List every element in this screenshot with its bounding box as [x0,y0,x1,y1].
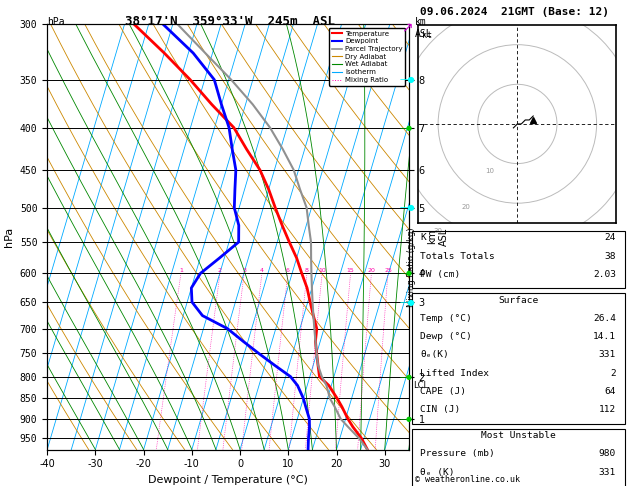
Text: —●: —● [400,124,413,131]
Text: θₑ(K): θₑ(K) [421,350,449,360]
Text: —●: —● [400,374,413,380]
Text: 10: 10 [485,169,494,174]
Text: 10: 10 [318,268,326,273]
Text: 09.06.2024  21GMT (Base: 12): 09.06.2024 21GMT (Base: 12) [420,7,609,17]
Text: 4: 4 [260,268,264,273]
Text: θₑ (K): θₑ (K) [421,468,455,477]
Text: 20: 20 [367,268,376,273]
Legend: Temperature, Dewpoint, Parcel Trajectory, Dry Adiabat, Wet Adiabat, Isotherm, Mi: Temperature, Dewpoint, Parcel Trajectory… [329,28,405,86]
Y-axis label: km
ASL: km ASL [428,228,449,246]
Text: km
ASL: km ASL [415,17,433,38]
Text: 2.03: 2.03 [593,270,616,279]
Text: LCL: LCL [413,381,428,390]
Text: PW (cm): PW (cm) [421,270,461,279]
Text: Temp (°C): Temp (°C) [421,314,472,323]
Y-axis label: hPa: hPa [4,227,14,247]
Text: —●: —● [400,203,416,212]
Text: © weatheronline.co.uk: © weatheronline.co.uk [415,474,520,484]
Text: 331: 331 [599,468,616,477]
Text: Surface: Surface [498,295,538,305]
Text: Most Unstable: Most Unstable [481,431,555,440]
Text: 20: 20 [462,204,470,210]
Text: kt: kt [422,31,432,40]
Text: 38: 38 [604,252,616,260]
Text: 15: 15 [347,268,355,273]
Bar [412,231,625,288]
Text: CAPE (J): CAPE (J) [421,387,467,396]
Text: K: K [421,233,426,243]
Bar [412,293,625,424]
Text: CIN (J): CIN (J) [421,405,461,414]
Text: 331: 331 [599,350,616,360]
Text: 3: 3 [242,268,246,273]
Text: —●: —● [400,416,413,422]
Text: 24: 24 [604,233,616,243]
Text: 64: 64 [604,387,616,396]
Text: 112: 112 [599,405,616,414]
Text: —●: —● [400,297,416,307]
Text: Totals Totals: Totals Totals [421,252,495,260]
Text: Pressure (mb): Pressure (mb) [421,450,495,458]
Text: 30: 30 [433,228,443,234]
Text: —●: —● [400,75,416,84]
Text: 2: 2 [218,268,222,273]
Text: Lifted Index: Lifted Index [421,369,489,378]
Text: 25: 25 [384,268,392,273]
Text: 14.1: 14.1 [593,332,616,341]
Text: 8: 8 [305,268,309,273]
Text: —●: —● [400,270,413,277]
Text: 2: 2 [610,369,616,378]
Text: Mixing Ratio (g/kg): Mixing Ratio (g/kg) [408,227,416,307]
Text: 6: 6 [286,268,290,273]
Text: 980: 980 [599,450,616,458]
X-axis label: Dewpoint / Temperature (°C): Dewpoint / Temperature (°C) [148,475,308,485]
Text: Dewp (°C): Dewp (°C) [421,332,472,341]
Text: hPa: hPa [47,17,65,27]
Text: 1: 1 [179,268,183,273]
Text: ↗: ↗ [401,20,412,35]
Bar [412,429,625,486]
Text: 38°17'N  359°33'W  245m  ASL: 38°17'N 359°33'W 245m ASL [125,15,335,28]
Text: 26.4: 26.4 [593,314,616,323]
